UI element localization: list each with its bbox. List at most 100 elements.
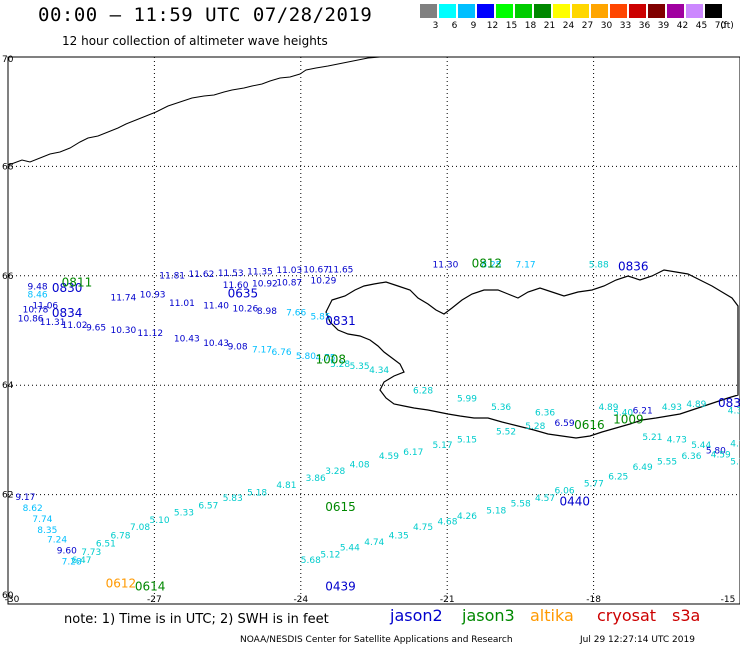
swh-value: 11.35 — [247, 268, 273, 278]
swh-value: 10.87 — [276, 279, 302, 289]
swh-value: 10.92 — [252, 280, 278, 290]
legend-label: 33 — [619, 21, 632, 31]
chart-subtitle: 12 hour collection of altimeter wave hei… — [62, 34, 328, 48]
legend-swatch — [648, 4, 666, 18]
legend-label: 70 — [714, 21, 727, 31]
swh-value: 8.25 — [481, 261, 501, 271]
pass-time-label: 0836 — [618, 259, 649, 273]
greenland-coastline — [7, 56, 381, 166]
satellite-s3a: s3a — [672, 606, 701, 625]
legend-label: 9 — [470, 21, 477, 31]
legend-unit: (ft) — [720, 21, 734, 31]
swh-value: 9.48 — [28, 282, 48, 292]
swh-value: 4.34 — [728, 407, 740, 417]
swh-value: 5.21 — [642, 433, 662, 443]
swh-value: 11.62 — [189, 270, 215, 280]
swh-value: 5.55 — [657, 458, 677, 468]
swh-value: 11.81 — [159, 272, 185, 282]
swh-value: 8.62 — [23, 504, 43, 514]
swh-value: 5.36 — [491, 403, 511, 413]
legend-label: 3 — [432, 21, 439, 31]
swh-value: 5.18 — [486, 507, 506, 517]
swh-value: 10.78 — [23, 305, 49, 315]
swh-value: 6.47 — [71, 556, 91, 566]
swh-value: 10.67 — [303, 266, 329, 276]
lat-tick-label: 66 — [2, 272, 14, 282]
swh-value: 5.52 — [496, 427, 516, 437]
pass-time-label: 0614 — [135, 579, 166, 593]
pass-time-label: 0439 — [325, 579, 356, 593]
swh-value: 6.59 — [555, 419, 575, 429]
swh-value: 4.57 — [535, 494, 555, 504]
swh-value: 6.21 — [633, 407, 653, 417]
swh-value: 5.15 — [457, 436, 477, 446]
swh-value: 11.31 — [40, 318, 66, 328]
swh-value: 5.44 — [340, 543, 360, 553]
swh-value: 9.17 — [15, 493, 35, 503]
satellite-jason3: jason3 — [462, 606, 515, 625]
lon-tick-label: -18 — [586, 595, 601, 605]
lon-tick-label: -15 — [721, 595, 736, 605]
swh-value: 4.34 — [369, 366, 389, 376]
swh-value: 9.60 — [57, 547, 77, 557]
swh-value: 5.85 — [311, 313, 331, 323]
pass-time-label: 1008 — [315, 352, 346, 366]
swh-value: 5.35 — [350, 362, 370, 372]
legend-swatch — [477, 4, 495, 18]
footnote: note: 1) Time is in UTC; 2) SWH is in fe… — [64, 612, 329, 627]
swh-value: 5.17 — [433, 441, 453, 451]
swh-value: 5.99 — [457, 395, 477, 405]
pass-time-label: 0834 — [52, 306, 83, 320]
swh-value: 11.30 — [433, 261, 459, 271]
swh-value: 5.28 — [525, 422, 545, 432]
swh-value: 4.89 — [686, 400, 706, 410]
lat-tick-label: 70 — [2, 55, 14, 65]
swh-value: 10.30 — [110, 326, 136, 336]
swh-value: 9.65 — [86, 324, 106, 334]
legend-swatch — [667, 4, 685, 18]
generated-timestamp: Jul 29 12:27:14 UTC 2019 — [580, 635, 695, 645]
swh-value: 4.26 — [457, 512, 477, 522]
swh-value: 10.29 — [311, 276, 337, 286]
swh-value: 6.06 — [555, 487, 575, 497]
swh-value: 7.17 — [516, 261, 536, 271]
pass-time-label: 0830 — [52, 281, 83, 295]
swh-value: 4.73 — [667, 436, 687, 446]
legend-swatch — [515, 4, 533, 18]
credit-line: NOAA/NESDIS Center for Satellite Applica… — [240, 635, 513, 645]
pass-time-label: 0616 — [574, 418, 605, 432]
satellite-jason2: jason2 — [390, 606, 443, 625]
legend-label: 12 — [486, 21, 499, 31]
pass-time-label: 0811 — [62, 276, 93, 290]
swh-value: 7.74 — [32, 515, 52, 525]
legend-swatch — [458, 4, 476, 18]
swh-value: 4.68 — [437, 518, 457, 528]
iceland-coastline — [325, 269, 739, 439]
swh-value: 6.28 — [413, 386, 433, 396]
legend-swatch — [572, 4, 590, 18]
legend-swatch — [439, 4, 457, 18]
legend-swatch — [553, 4, 571, 18]
satellite-altika: altika — [530, 606, 574, 625]
legend-swatch — [534, 4, 552, 18]
swh-value: 7.24 — [47, 536, 67, 546]
swh-value: 11.01 — [169, 299, 195, 309]
swh-value: 4.81 — [276, 481, 296, 491]
legend-swatch — [591, 4, 609, 18]
swh-value: 10.26 — [232, 304, 258, 314]
legend-label: 24 — [562, 21, 575, 31]
legend-swatch — [629, 4, 647, 18]
swh-value: 6.57 — [198, 501, 218, 511]
swh-value: 4.75 — [315, 354, 335, 364]
swh-value: 5.68 — [301, 556, 321, 566]
legend-swatch — [420, 4, 438, 18]
swh-value: 6.78 — [110, 531, 130, 541]
satellite-cryosat: cryosat — [597, 606, 657, 625]
pass-time-label: 1009 — [613, 412, 644, 426]
legend-label: 30 — [600, 21, 613, 31]
swh-value: 4.93 — [662, 403, 682, 413]
pass-time-label: 0615 — [325, 500, 356, 514]
swh-value: 7.73 — [81, 548, 101, 558]
lat-tick-label: 64 — [2, 381, 14, 391]
